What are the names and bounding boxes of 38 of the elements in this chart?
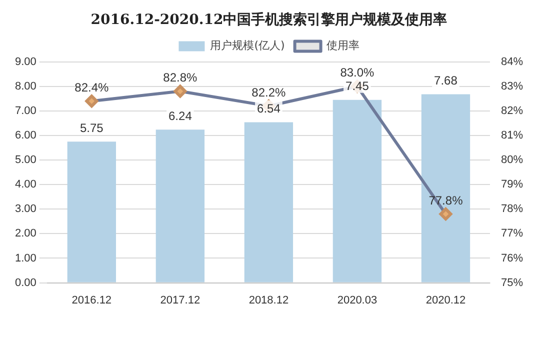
data-label: 5.75 xyxy=(80,120,104,135)
y-tick-label: 7.00 xyxy=(14,104,36,117)
y2-tick-label: 84% xyxy=(500,56,524,68)
y2-tick-label: 83% xyxy=(500,80,524,92)
y-tick-label: 1.00 xyxy=(14,252,36,264)
y-tick-label: 5.00 xyxy=(14,154,36,166)
chart-title: 2016.12-2020.12中国手机搜索引擎用户规模及使用率 xyxy=(90,11,448,28)
y-tick-label: 4.00 xyxy=(14,178,36,191)
y-tick-label: 0.00 xyxy=(14,276,36,289)
y-tick-label: 9.00 xyxy=(14,56,36,68)
y-tick-label: 2.00 xyxy=(14,228,36,240)
data-label: 7.45 xyxy=(346,79,370,94)
legend-label: 用户规模(亿人) xyxy=(210,39,285,52)
legend-label: 使用率 xyxy=(326,39,360,52)
x-tick-label: 2017.12 xyxy=(160,294,200,306)
y2-tick-label: 78% xyxy=(500,203,524,216)
data-label: 82.4% xyxy=(74,80,110,94)
data-label: 82.2% xyxy=(252,85,286,100)
data-label: 83.0% xyxy=(340,66,375,80)
data-label: 77.8% xyxy=(428,193,464,208)
x-tick-label: 2020.03 xyxy=(337,294,378,306)
y2-tick-label: 75% xyxy=(500,276,524,289)
data-label: 6.24 xyxy=(168,108,192,123)
y2-tick-label: 77% xyxy=(500,228,524,240)
data-label: 7.68 xyxy=(434,74,458,88)
y2-tick-label: 80% xyxy=(500,154,524,166)
y-tick-label: 6.00 xyxy=(14,130,36,142)
y2-tick-label: 76% xyxy=(500,252,524,264)
x-tick-label: 2016.12 xyxy=(72,294,112,306)
y2-tick-label: 81% xyxy=(500,130,524,142)
x-tick-label: 2018.12 xyxy=(248,294,289,306)
y-tick-label: 3.00 xyxy=(14,203,36,216)
y-tick-label: 8.00 xyxy=(14,80,36,92)
data-label: 6.54 xyxy=(257,102,281,116)
y2-tick-label: 79% xyxy=(500,178,524,191)
y2-tick-label: 82% xyxy=(500,104,524,117)
x-tick-label: 2020.12 xyxy=(426,294,466,306)
data-label: 82.8% xyxy=(163,70,198,85)
